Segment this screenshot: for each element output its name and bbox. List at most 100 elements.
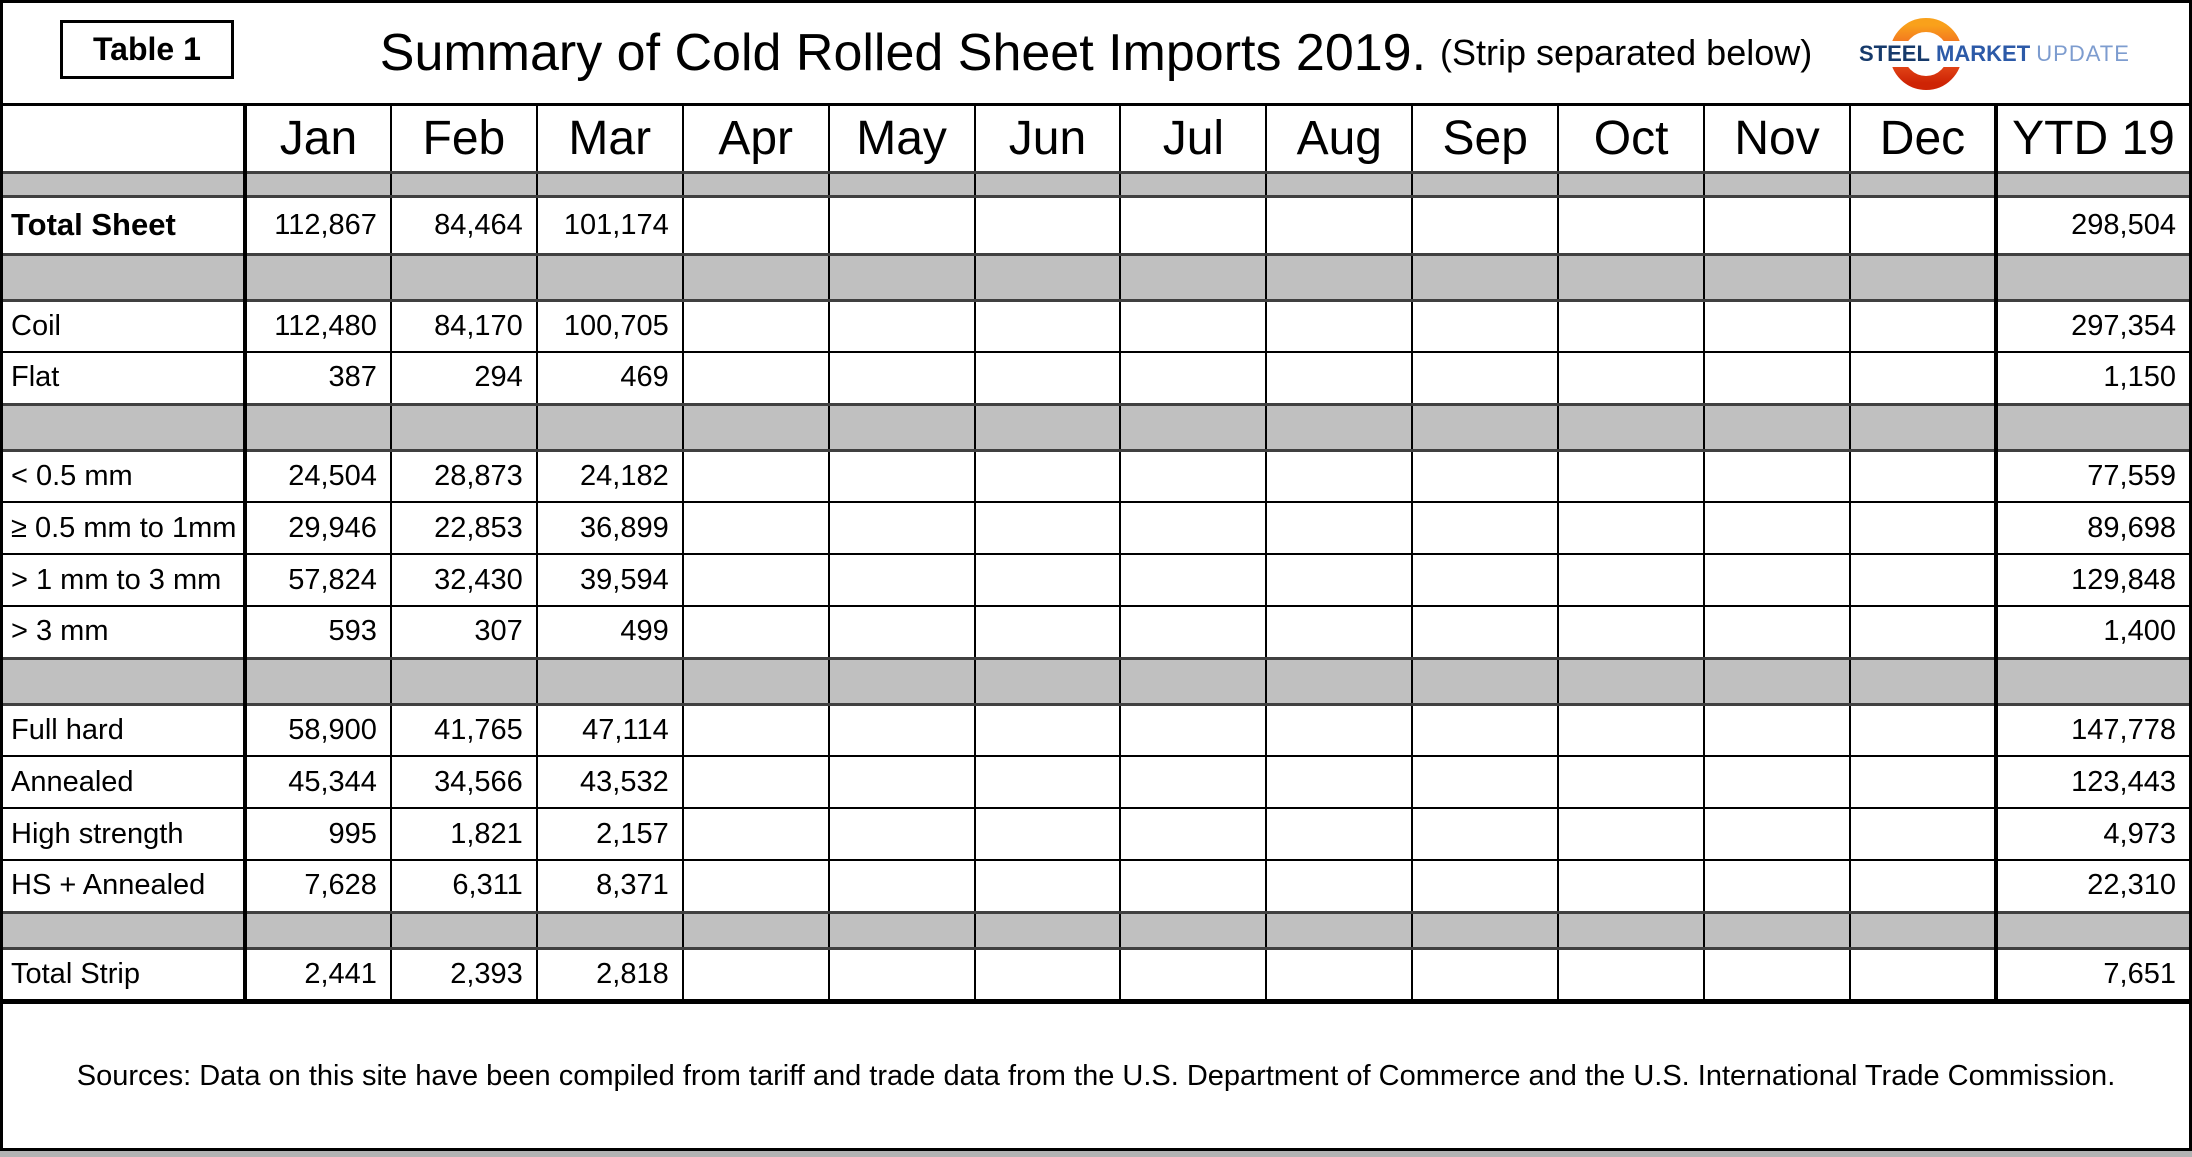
cell-sep xyxy=(1411,449,1560,503)
cell-jan: 7,628 xyxy=(244,859,392,913)
cell-feb: 28,873 xyxy=(389,449,538,503)
cell-oct xyxy=(1557,605,1706,659)
cell-mar: 2,818 xyxy=(535,947,684,1001)
cell-oct xyxy=(1557,703,1706,757)
cell-may xyxy=(827,947,976,1001)
cell-sep xyxy=(1411,605,1560,659)
cell-dec xyxy=(1848,351,1998,405)
cell-ytd: 89,698 xyxy=(1994,501,2189,555)
cell-may xyxy=(827,351,976,405)
cell-aug xyxy=(1265,195,1414,255)
cell-jun xyxy=(973,553,1122,607)
cell-jan: 112,480 xyxy=(244,299,392,353)
cell-aug xyxy=(1265,703,1414,757)
spacer-cell xyxy=(1411,170,1560,198)
data-row-coil: Coil 112,480 84,170 100,705 297,354 xyxy=(3,299,2189,353)
cell-jun xyxy=(973,605,1122,659)
spacer-cell xyxy=(827,402,976,452)
spacer-cell xyxy=(1703,252,1851,302)
cell-jul xyxy=(1119,449,1268,503)
spacer-cell xyxy=(1411,656,1560,706)
spacer-cell xyxy=(973,170,1122,198)
cell-nov xyxy=(1703,947,1851,1001)
cell-ytd: 297,354 xyxy=(1994,299,2189,353)
spacer-cell xyxy=(3,910,247,950)
month-header-jan: Jan xyxy=(244,106,392,173)
cell-nov xyxy=(1703,501,1851,555)
row-label: High strength xyxy=(3,807,247,861)
cell-jul xyxy=(1119,553,1268,607)
cell-dec xyxy=(1848,807,1998,861)
spacer-row xyxy=(3,402,2189,452)
cell-apr xyxy=(681,501,830,555)
spacer-cell xyxy=(244,402,392,452)
logo-word-market: MARKET xyxy=(1936,41,2031,66)
cell-nov xyxy=(1703,195,1851,255)
cell-aug xyxy=(1265,501,1414,555)
month-header-may: May xyxy=(827,106,976,173)
cell-nov xyxy=(1703,807,1851,861)
spacer-cell xyxy=(1119,402,1268,452)
cell-jun xyxy=(973,501,1122,555)
cell-apr xyxy=(681,449,830,503)
cell-ytd: 129,848 xyxy=(1994,553,2189,607)
cell-sep xyxy=(1411,553,1560,607)
cell-nov xyxy=(1703,299,1851,353)
row-label: Total Strip xyxy=(3,947,247,1001)
spacer-cell xyxy=(244,252,392,302)
spacer-cell xyxy=(389,910,538,950)
cell-jan: 387 xyxy=(244,351,392,405)
cell-jan: 45,344 xyxy=(244,755,392,809)
spacer-cell xyxy=(681,402,830,452)
cell-nov xyxy=(1703,859,1851,913)
spacer-row xyxy=(3,252,2189,302)
data-row-total-sheet: Total Sheet 112,867 84,464 101,174 298,504 xyxy=(3,195,2189,255)
cell-oct xyxy=(1557,755,1706,809)
spacer-cell xyxy=(1411,402,1560,452)
cell-may xyxy=(827,859,976,913)
spacer-cell xyxy=(1119,656,1268,706)
cell-jun xyxy=(973,299,1122,353)
month-header-jun: Jun xyxy=(973,106,1122,173)
data-row-3-mm: > 3 mm 593 307 499 1,400 xyxy=(3,605,2189,659)
page-title: Summary of Cold Rolled Sheet Imports 201… xyxy=(379,24,1427,82)
row-label: < 0.5 mm xyxy=(3,449,247,503)
row-label: HS + Annealed xyxy=(3,859,247,913)
spacer-cell xyxy=(1703,402,1851,452)
cell-oct xyxy=(1557,351,1706,405)
cell-dec xyxy=(1848,449,1998,503)
logo-text-band xyxy=(1859,41,2141,67)
bottom-strip xyxy=(0,1151,2192,1157)
cell-oct xyxy=(1557,449,1706,503)
cell-feb: 307 xyxy=(389,605,538,659)
spacer-cell xyxy=(681,656,830,706)
spacer-cell xyxy=(1557,656,1706,706)
spacer-cell xyxy=(535,402,684,452)
spacer-cell xyxy=(1557,402,1706,452)
cell-jul xyxy=(1119,947,1268,1001)
spacer-cell xyxy=(1557,910,1706,950)
data-row-0-5-mm-to-1mm: ≥ 0.5 mm to 1mm 29,946 22,853 36,899 89,698 xyxy=(3,501,2189,555)
cell-may xyxy=(827,605,976,659)
spacer-cell xyxy=(1119,910,1268,950)
row-label: Annealed xyxy=(3,755,247,809)
cell-mar: 101,174 xyxy=(535,195,684,255)
cell-nov xyxy=(1703,605,1851,659)
cell-oct xyxy=(1557,501,1706,555)
cell-feb: 6,311 xyxy=(389,859,538,913)
cell-may xyxy=(827,703,976,757)
spacer-cell xyxy=(244,170,392,198)
spacer-cell xyxy=(827,170,976,198)
cell-aug xyxy=(1265,807,1414,861)
cell-jul xyxy=(1119,859,1268,913)
spacer-cell xyxy=(1994,402,2189,452)
cell-jan: 57,824 xyxy=(244,553,392,607)
ytd-header: YTD 19 xyxy=(1994,106,2189,173)
month-header-oct: Oct xyxy=(1557,106,1706,173)
row-label: > 1 mm to 3 mm xyxy=(3,553,247,607)
cell-ytd: 1,150 xyxy=(1994,351,2189,405)
row-label: > 3 mm xyxy=(3,605,247,659)
cell-nov xyxy=(1703,351,1851,405)
logo-words: STEEL MARKET UPDATE xyxy=(1859,41,2130,67)
